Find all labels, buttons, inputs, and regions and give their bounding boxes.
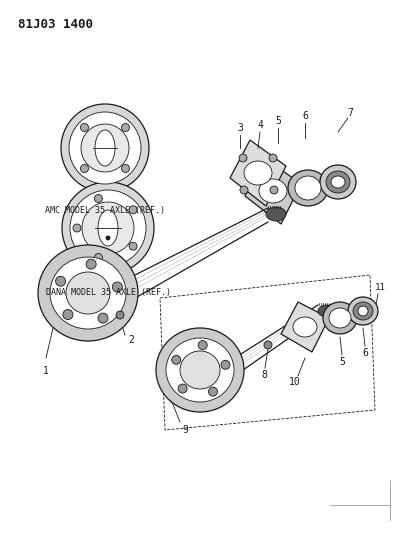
Ellipse shape — [122, 124, 129, 132]
Ellipse shape — [86, 259, 96, 269]
Ellipse shape — [266, 207, 286, 221]
Ellipse shape — [172, 356, 181, 365]
Ellipse shape — [94, 254, 103, 262]
Ellipse shape — [122, 165, 129, 173]
Text: 5: 5 — [339, 357, 345, 367]
Ellipse shape — [116, 311, 124, 319]
Ellipse shape — [80, 165, 88, 173]
Ellipse shape — [70, 190, 146, 266]
Ellipse shape — [129, 206, 137, 214]
Ellipse shape — [50, 257, 126, 329]
Ellipse shape — [166, 338, 234, 402]
Text: 6: 6 — [362, 348, 368, 358]
Ellipse shape — [180, 351, 220, 389]
Ellipse shape — [348, 297, 378, 325]
Ellipse shape — [61, 104, 149, 192]
Ellipse shape — [259, 179, 287, 203]
Text: 7: 7 — [347, 108, 353, 118]
Ellipse shape — [129, 242, 137, 250]
Ellipse shape — [326, 171, 350, 193]
Ellipse shape — [244, 161, 272, 185]
Ellipse shape — [98, 210, 118, 246]
Ellipse shape — [331, 176, 345, 188]
Ellipse shape — [240, 186, 248, 194]
Ellipse shape — [318, 305, 336, 317]
Polygon shape — [230, 140, 286, 206]
Ellipse shape — [94, 195, 103, 203]
Text: 6: 6 — [302, 111, 308, 121]
Ellipse shape — [239, 154, 247, 162]
Ellipse shape — [112, 282, 122, 292]
Ellipse shape — [82, 202, 134, 254]
Text: 3: 3 — [237, 123, 243, 133]
Ellipse shape — [269, 154, 277, 162]
Ellipse shape — [81, 124, 129, 172]
Ellipse shape — [353, 302, 373, 320]
Polygon shape — [245, 158, 301, 224]
Ellipse shape — [95, 130, 115, 166]
Ellipse shape — [320, 165, 356, 199]
Text: 10: 10 — [289, 377, 301, 387]
Text: 8: 8 — [261, 370, 267, 380]
Ellipse shape — [358, 306, 368, 316]
Text: 2: 2 — [128, 335, 134, 345]
Ellipse shape — [329, 308, 351, 328]
Text: 1: 1 — [43, 366, 49, 376]
Ellipse shape — [178, 384, 187, 393]
Ellipse shape — [209, 387, 217, 396]
Ellipse shape — [270, 186, 278, 194]
Ellipse shape — [66, 272, 110, 314]
Ellipse shape — [264, 341, 272, 349]
Ellipse shape — [295, 176, 321, 200]
Polygon shape — [281, 302, 329, 352]
Ellipse shape — [63, 310, 73, 320]
Ellipse shape — [98, 313, 108, 323]
Text: 11: 11 — [375, 284, 385, 293]
Ellipse shape — [221, 360, 230, 369]
Text: 5: 5 — [275, 116, 281, 126]
Ellipse shape — [288, 170, 328, 206]
Text: DANA MODEL 35 AXLE (REF.): DANA MODEL 35 AXLE (REF.) — [46, 288, 171, 297]
Text: AMC MODEL 35 AXLE (REF.): AMC MODEL 35 AXLE (REF.) — [45, 206, 165, 215]
Ellipse shape — [62, 182, 154, 274]
Ellipse shape — [293, 317, 317, 337]
Ellipse shape — [55, 276, 66, 286]
Text: 9: 9 — [182, 425, 188, 435]
Ellipse shape — [38, 245, 138, 341]
Ellipse shape — [69, 112, 141, 184]
Text: 4: 4 — [257, 120, 263, 130]
Text: 81J03 1400: 81J03 1400 — [18, 18, 93, 31]
Ellipse shape — [73, 224, 81, 232]
Ellipse shape — [198, 341, 207, 350]
Ellipse shape — [156, 328, 244, 412]
Ellipse shape — [106, 236, 110, 240]
Ellipse shape — [80, 124, 88, 132]
Ellipse shape — [323, 302, 357, 334]
